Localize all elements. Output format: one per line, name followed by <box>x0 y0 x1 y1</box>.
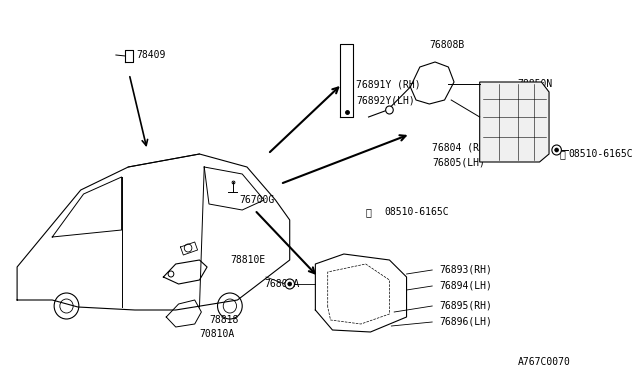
Text: 76700G: 76700G <box>239 195 275 205</box>
Circle shape <box>552 145 561 155</box>
Text: 76894(LH): 76894(LH) <box>439 281 492 291</box>
Text: 76895(RH): 76895(RH) <box>439 301 492 311</box>
Text: 78818: 78818 <box>209 315 238 325</box>
Text: 76808B: 76808B <box>429 40 465 50</box>
Text: 76892Y(LH): 76892Y(LH) <box>356 95 415 105</box>
Circle shape <box>386 106 393 114</box>
Text: 76804 (RH): 76804 (RH) <box>432 142 491 152</box>
Text: Ⓢ: Ⓢ <box>559 149 565 159</box>
Text: 76896(LH): 76896(LH) <box>439 317 492 327</box>
Text: 70810A: 70810A <box>200 329 235 339</box>
Text: Ⓢ: Ⓢ <box>365 207 371 217</box>
Text: 76805(LH): 76805(LH) <box>432 157 485 167</box>
Text: 08510-6165C: 08510-6165C <box>568 149 633 159</box>
Circle shape <box>168 271 174 277</box>
Text: 08510-6165C: 08510-6165C <box>385 207 449 217</box>
Text: A767C0070: A767C0070 <box>518 357 571 367</box>
Text: 78409: 78409 <box>137 50 166 60</box>
Text: 76893(RH): 76893(RH) <box>439 265 492 275</box>
Text: 76804A: 76804A <box>264 279 300 289</box>
Polygon shape <box>480 82 549 162</box>
Circle shape <box>288 282 292 286</box>
Text: 78850N: 78850N <box>518 79 553 89</box>
Circle shape <box>285 279 294 289</box>
Text: 78810E: 78810E <box>230 255 265 265</box>
Circle shape <box>555 148 559 152</box>
Text: 76891Y (RH): 76891Y (RH) <box>356 79 421 89</box>
